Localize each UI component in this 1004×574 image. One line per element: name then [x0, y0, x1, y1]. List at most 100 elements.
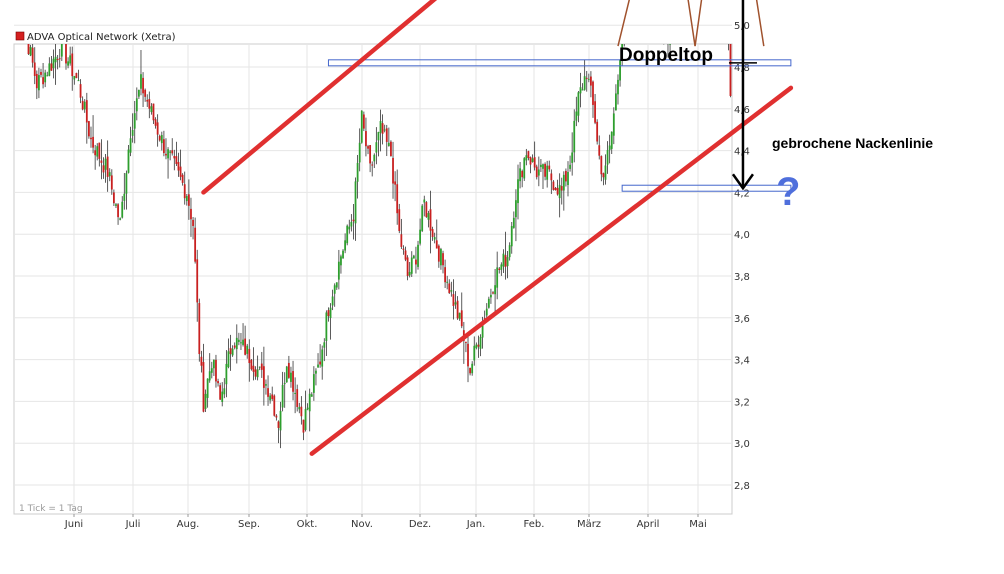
candle-body — [196, 259, 199, 303]
candle-body — [556, 187, 559, 195]
candle-body — [154, 119, 157, 126]
candle-body — [171, 150, 174, 154]
candle-body — [421, 205, 424, 231]
candle-body — [185, 196, 188, 202]
candle-body — [269, 395, 272, 401]
candle-body — [225, 363, 228, 385]
candle-body — [404, 250, 407, 260]
candle-body — [456, 300, 459, 319]
candle-body — [79, 84, 82, 98]
candle-body — [279, 410, 282, 431]
doppeltop-arc — [617, 0, 696, 47]
candle-body — [519, 168, 521, 182]
candle-body — [275, 415, 278, 418]
candle-body — [381, 123, 384, 134]
candle-body — [521, 170, 524, 178]
candle-body — [527, 151, 530, 159]
candle-body — [198, 303, 201, 355]
candle-body — [485, 308, 488, 316]
candle-body — [325, 312, 328, 341]
x-tick-label: Jan. — [466, 519, 486, 530]
candle-body — [673, 5, 675, 16]
candle-body — [140, 74, 142, 89]
candle-body — [158, 135, 161, 141]
candle-body — [490, 294, 492, 298]
candle-body — [383, 129, 386, 131]
candle-body — [423, 199, 426, 203]
candle-body — [610, 131, 613, 149]
candle-body — [137, 89, 140, 97]
x-tick-label: März — [577, 519, 601, 530]
candle-body — [415, 259, 417, 265]
candle-body — [304, 409, 307, 430]
candle-body — [481, 322, 484, 338]
x-tick-label: Okt. — [297, 519, 318, 530]
candle-body — [617, 79, 619, 95]
candle-body — [175, 156, 178, 164]
candle-body — [621, 44, 624, 61]
candle-body — [240, 342, 242, 344]
candle-body — [540, 164, 542, 168]
candle-body — [402, 248, 405, 250]
candle-body — [606, 150, 609, 165]
candle-body — [121, 201, 124, 218]
level-box — [621, 184, 792, 192]
candle-body — [285, 366, 288, 383]
candle-body — [533, 157, 536, 168]
candle-body — [127, 149, 130, 173]
candle-body — [283, 382, 286, 385]
candle-body — [44, 72, 47, 83]
candle-body — [450, 290, 453, 292]
candle-body — [500, 264, 503, 270]
candle-body — [273, 395, 276, 416]
candle-body — [473, 345, 476, 361]
candle-body — [254, 369, 257, 377]
candle-body — [727, 28, 729, 40]
candle-body — [23, 3, 25, 17]
candle-body — [104, 158, 107, 170]
candle-body — [467, 343, 469, 367]
candle-body — [227, 351, 230, 368]
candle-body — [267, 388, 269, 397]
candle-body — [719, 1, 721, 8]
candle-body — [35, 73, 38, 89]
candle-body — [202, 362, 205, 412]
plot-frame — [13, 43, 733, 515]
candle-body — [169, 151, 172, 153]
candle-body — [308, 393, 311, 412]
candle-body — [373, 154, 376, 162]
candle-body — [340, 256, 342, 266]
candle-body — [537, 169, 540, 176]
candle-body — [598, 145, 601, 156]
candle-body — [323, 342, 326, 348]
candle-body — [75, 72, 78, 78]
candle-body — [567, 171, 569, 185]
candle-body — [142, 77, 144, 94]
candle-body — [379, 121, 382, 133]
candle-body — [235, 337, 238, 350]
candle-body — [575, 111, 578, 121]
candle-body — [444, 267, 446, 283]
candle-body — [52, 58, 55, 69]
candle-body — [525, 155, 528, 161]
candle-body — [406, 257, 409, 276]
candle-body — [604, 165, 607, 180]
candle-body — [290, 372, 292, 382]
candle-body — [102, 165, 105, 173]
candle-body — [435, 240, 438, 249]
candle-body — [573, 120, 576, 153]
candle-body — [512, 217, 515, 228]
candle-body — [233, 345, 236, 348]
candle-body — [558, 184, 561, 199]
y-tick-label: 4,0 — [734, 230, 750, 241]
candle-body — [729, 44, 732, 96]
candle-body — [248, 348, 251, 364]
candle-body — [67, 61, 69, 66]
candle-body — [479, 337, 482, 349]
candle-body — [277, 421, 280, 428]
candle-body — [333, 285, 336, 294]
doppeltop-label: Doppeltop — [619, 45, 713, 66]
candle-body — [31, 47, 34, 63]
candle-body — [42, 77, 44, 85]
candle-body — [392, 157, 394, 184]
